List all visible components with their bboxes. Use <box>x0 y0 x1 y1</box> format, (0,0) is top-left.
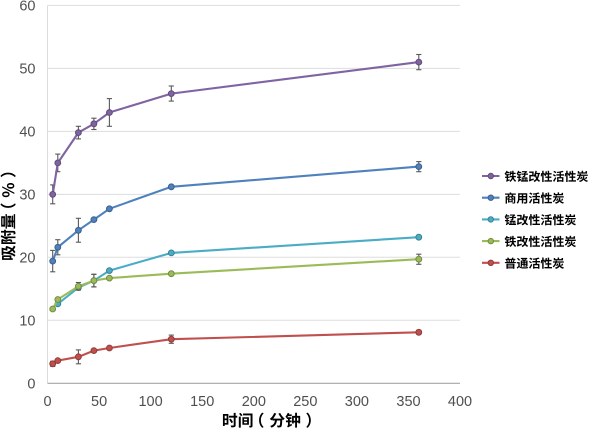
svg-text:0: 0 <box>27 377 35 393</box>
svg-text:350: 350 <box>396 394 420 410</box>
svg-text:250: 250 <box>293 394 317 410</box>
svg-text:50: 50 <box>91 394 107 410</box>
svg-text:100: 100 <box>138 394 162 410</box>
svg-text:30: 30 <box>19 188 35 204</box>
svg-text:200: 200 <box>242 394 266 410</box>
svg-text:10: 10 <box>19 314 35 330</box>
svg-text:20: 20 <box>19 251 35 267</box>
svg-text:50: 50 <box>19 62 35 78</box>
svg-text:60: 60 <box>19 0 35 15</box>
svg-text:0: 0 <box>43 394 51 410</box>
svg-text:400: 400 <box>448 394 472 410</box>
svg-text:300: 300 <box>345 394 369 410</box>
svg-text:40: 40 <box>19 125 35 141</box>
svg-text:150: 150 <box>190 394 214 410</box>
